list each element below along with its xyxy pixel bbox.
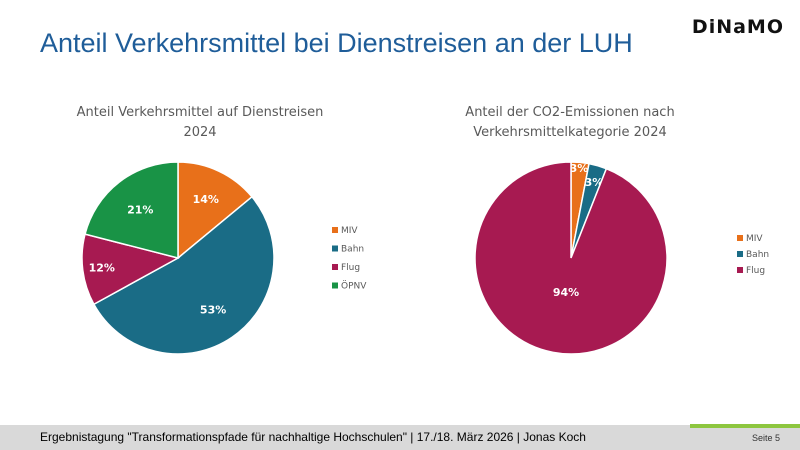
chart1-slice-flug	[81, 233, 181, 306]
chart1-legend-swatch-miv	[332, 227, 338, 233]
chart2-legend-label-miv: MIV	[746, 234, 763, 244]
chart2-legend-label-bahn: Bahn	[746, 250, 769, 260]
chart1-slice-bahn	[92, 195, 275, 355]
chart1-label-flug: 12%	[89, 262, 115, 275]
chart1-label-miv: 14%	[193, 193, 219, 206]
chart2-legend-swatch-miv	[737, 235, 743, 241]
page-number: Seite 5	[751, 433, 780, 443]
chart2-label-miv: 3%	[570, 162, 589, 175]
chart2-label-bahn: 3%	[585, 176, 604, 189]
chart1-slice-miv	[177, 161, 254, 260]
chart2-title-line2: Verkehrsmittelkategorie 2024	[473, 125, 667, 140]
chart2-legend-label-flug: Flug	[746, 266, 765, 276]
chart2-slice-flug	[474, 161, 668, 355]
chart1-legend-swatch-bahn	[332, 245, 338, 252]
slide-title: Anteil Verkehrsmittel bei Dienstreisen a…	[40, 28, 633, 58]
chart1-slice-öpnv	[84, 161, 179, 259]
chart1-title: Anteil Verkehrsmittel auf Dienstreisen 2…	[60, 103, 340, 143]
chart1-legend-label-miv: MIV	[341, 226, 358, 236]
footer-bar	[0, 425, 800, 450]
chart1-label-bahn: 53%	[200, 304, 226, 317]
chart2-label-flug: 94%	[553, 286, 579, 299]
chart2-title-line1: Anteil der CO2-Emissionen nach	[465, 105, 675, 120]
dinamo-logo: DiNaMO	[691, 16, 784, 38]
footer-text: Ergebnistagung "Transformationspfade für…	[40, 430, 586, 444]
chart2-legend-swatch-bahn	[737, 251, 743, 257]
chart1-title-line2: 2024	[183, 125, 217, 140]
chart1-label-öpnv: 21%	[127, 204, 153, 217]
chart1-legend-swatch-öpnv	[332, 282, 338, 289]
chart1-title-line1: Anteil Verkehrsmittel auf Dienstreisen	[76, 105, 324, 120]
chart1-legend-label-flug: Flug	[341, 263, 360, 273]
chart1-legend-label-bahn: Bahn	[341, 245, 364, 255]
footer-accent-line	[690, 424, 800, 428]
chart2-title: Anteil der CO2-Emissionen nach Verkehrsm…	[440, 103, 700, 143]
chart1-legend-swatch-flug	[332, 264, 338, 270]
chart2-legend-swatch-flug	[737, 267, 743, 273]
chart1-legend-label-öpnv: ÖPNV	[341, 281, 367, 292]
